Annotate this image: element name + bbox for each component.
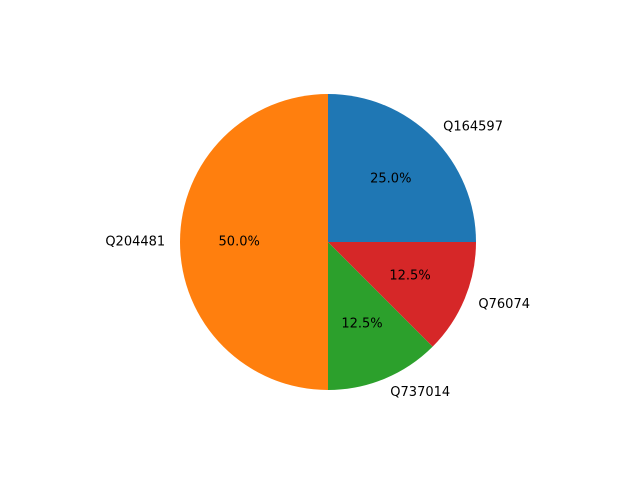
- slice-label-q737014: Q737014: [390, 385, 450, 400]
- pie-labels: Q164597 25.0% Q204481 50.0% Q737014 12.5% Q760…: [105, 119, 530, 400]
- slice-percent-q76074: 12.5%: [389, 268, 430, 283]
- slice-percent-q204481: 50.0%: [219, 235, 260, 250]
- slice-label-q164597: Q164597: [443, 119, 503, 134]
- pie-slice-q204481: [180, 94, 328, 390]
- pie-slices: [180, 94, 476, 390]
- pie-slice-q164597: [328, 94, 476, 242]
- slice-percent-q164597: 25.0%: [370, 172, 411, 187]
- pie-slice-q76074: [328, 242, 476, 347]
- slice-percent-q737014: 12.5%: [341, 317, 382, 332]
- slice-label-q76074: Q76074: [478, 297, 530, 312]
- slice-label-q204481: Q204481: [105, 235, 165, 250]
- pie-slice-q737014: [328, 242, 433, 390]
